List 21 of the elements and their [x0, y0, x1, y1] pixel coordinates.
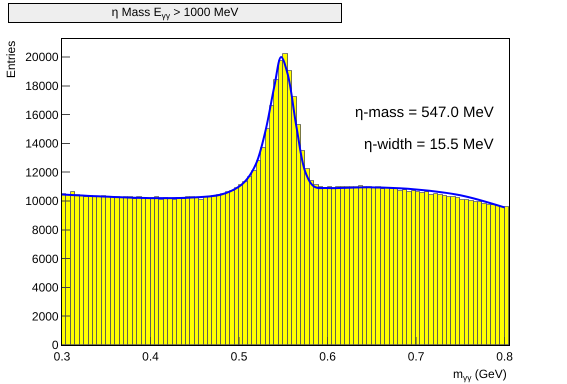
- y-tick-label: 8000: [32, 223, 59, 237]
- y-tick-label: 10000: [25, 194, 59, 208]
- x-tick-label: 0.5: [230, 349, 248, 364]
- y-tick-label: 6000: [32, 252, 59, 266]
- y-tick-label: 2000: [32, 309, 59, 324]
- y-tick-label: 12000: [25, 165, 59, 180]
- x-tick-label: 0.4: [142, 349, 160, 364]
- y-tick-label: 4000: [32, 280, 59, 295]
- annotation: η-mass = 547.0 MeV: [355, 104, 494, 121]
- chart-title: η Mass E$_{γγ}$ > 1000 MeV: [112, 5, 238, 21]
- y-tick-label: 18000: [25, 79, 59, 93]
- x-tick-label: 0.8: [496, 349, 514, 364]
- y-axis-title: Entries: [4, 40, 18, 78]
- line-series: [62, 56, 506, 208]
- y-tick-label: 16000: [25, 108, 59, 122]
- x-tick-label: 0.7: [408, 349, 425, 364]
- y-tick-label: 14000: [25, 136, 59, 151]
- x-axis-title: m$_{γγ}$ (GeV): [453, 367, 507, 383]
- annotation: η-width = 15.5 MeV: [364, 136, 494, 153]
- y-tick-label: 20000: [25, 50, 59, 64]
- x-tick-label: 0.6: [319, 349, 336, 364]
